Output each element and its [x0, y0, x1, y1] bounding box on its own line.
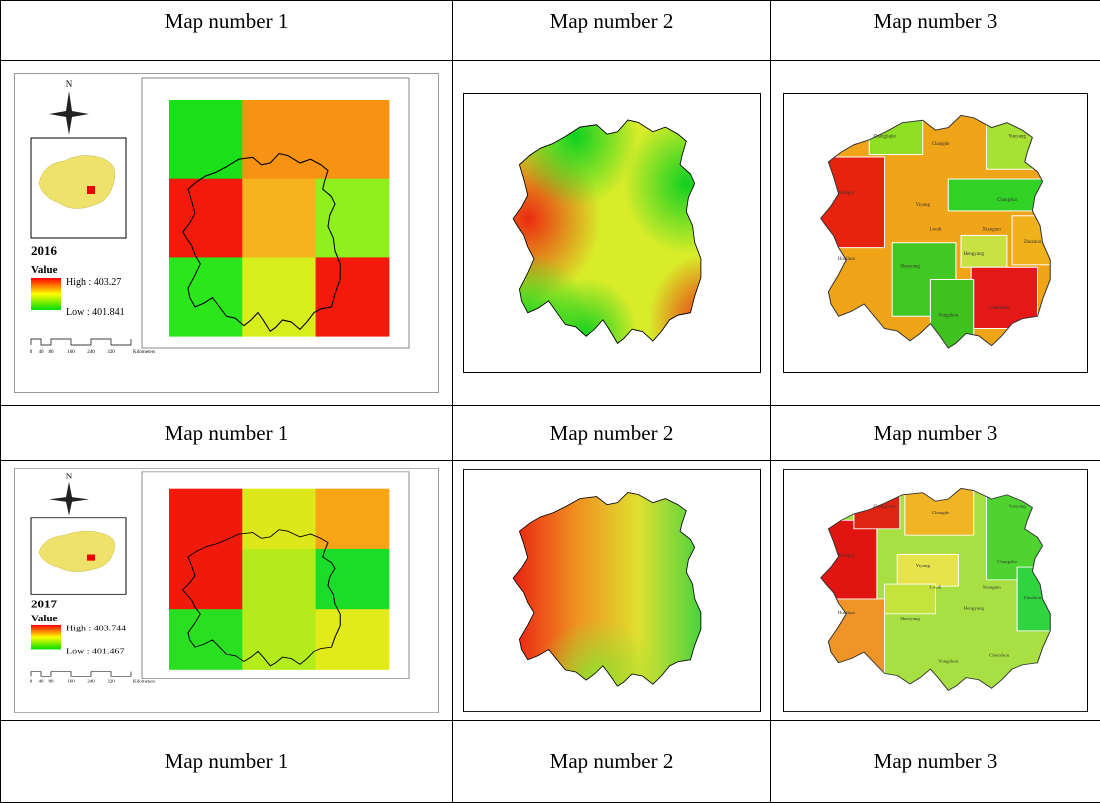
legend-low: Low : 401.841	[66, 307, 125, 318]
header-cell: Map number 3	[771, 1, 1100, 61]
legend-low: Low : 401.467	[66, 646, 125, 655]
image-cell	[453, 461, 771, 721]
place-label: Loudi	[930, 586, 943, 591]
map-image	[463, 93, 761, 373]
scale-label: 80	[49, 679, 55, 683]
place-label: Xiangtan	[982, 586, 1001, 591]
place-label: Yiyang	[916, 203, 931, 208]
scale-label: 160	[67, 350, 75, 355]
place-label: Yiyang	[916, 564, 931, 569]
legend-title: Value	[31, 264, 58, 276]
image-cell	[453, 61, 771, 406]
place-label: Zhangjiajie	[873, 134, 897, 139]
map-image	[463, 469, 761, 712]
place-label: Yongzhou	[938, 660, 959, 665]
grid-cell	[316, 100, 390, 179]
grid-cell	[169, 489, 243, 550]
grid-cell	[242, 549, 316, 610]
legend-title: Value	[31, 614, 58, 623]
legend-ramp	[31, 278, 61, 310]
hunan-inset	[87, 186, 95, 194]
place-label: Chenzhou	[989, 306, 1010, 311]
header-cell: Map number 2	[453, 1, 771, 61]
scale-label: 240	[87, 679, 95, 683]
legend-high: High : 403.744	[66, 623, 127, 632]
grid-cell	[316, 549, 390, 610]
region	[885, 584, 936, 614]
grid-cell	[316, 257, 390, 336]
grid-cell	[316, 609, 390, 670]
year-label: 2017	[31, 599, 57, 610]
place-label: Changde	[932, 511, 950, 516]
grid-cell	[242, 489, 316, 550]
place-label: Xiangxi	[838, 554, 855, 559]
place-label: Changde	[932, 142, 951, 147]
grid-cell	[169, 257, 243, 336]
place-label: Hengyang	[963, 252, 984, 257]
grid-cell	[316, 179, 390, 258]
grid-cell	[169, 179, 243, 258]
image-cell: Zhangjiajie Changde Yueyang Xiangxi Yiyang Ch…	[771, 61, 1100, 406]
place-label: Changsha	[997, 560, 1018, 565]
compass-label: N	[66, 79, 73, 89]
place-label: Hengyang	[963, 607, 984, 612]
map-image: Zhangjiajie Changde Yueyang Xiangxi Yiyang Ch…	[783, 93, 1088, 373]
caption-cell: Map number 3	[771, 721, 1100, 803]
place-label: Yongzhou	[938, 313, 959, 318]
caption-cell: Map number 2	[453, 721, 771, 803]
place-label: Shaoyang	[900, 617, 920, 622]
place-label: Zhangjiajie	[873, 505, 896, 510]
place-label: Xiangtan	[982, 228, 1001, 233]
place-label: Zhuzhou	[1024, 240, 1042, 245]
grid-cell	[169, 100, 243, 179]
map-table: Map number 1 Map number 2 Map number 3 N…	[0, 0, 1100, 803]
scale-label: Kilometers	[133, 350, 155, 355]
grid-cell	[242, 179, 316, 258]
place-label: Yueyang	[1008, 134, 1026, 139]
scale-label: 320	[107, 350, 115, 355]
scale-label: 240	[87, 350, 95, 355]
place-label: Chenzhou	[989, 654, 1010, 659]
caption-cell: Map number 1	[1, 406, 453, 461]
map-image: Zhangjiajie Changde Yueyang Xiangxi Yiyang Ch…	[783, 469, 1088, 712]
scale-label: 40	[39, 679, 45, 683]
legend-ramp	[31, 625, 61, 650]
place-label: Shaoyang	[900, 264, 920, 269]
place-label: Zhuzhou	[1024, 596, 1042, 601]
legend-high: High : 403.27	[66, 277, 121, 288]
grid-cell	[316, 489, 390, 550]
region	[897, 554, 958, 586]
scale-label: 320	[107, 679, 115, 683]
scale-label: 80	[49, 350, 55, 355]
place-label: Changsha	[997, 198, 1018, 203]
caption-cell: Map number 1	[1, 721, 453, 803]
caption-cell: Map number 2	[453, 406, 771, 461]
compass-label: N	[66, 473, 73, 481]
place-label: Yueyang	[1008, 505, 1026, 510]
place-label: Loudi	[930, 228, 943, 233]
header-cell: Map number 1	[1, 1, 453, 61]
place-label: Huaihua	[838, 611, 856, 616]
place-label: Huaihua	[838, 257, 856, 262]
image-cell: Zhangjiajie Changde Yueyang Xiangxi Yiyang Ch…	[771, 461, 1100, 721]
grid-cell	[169, 609, 243, 670]
year-label: 2016	[31, 243, 58, 258]
place-label: Xiangxi	[838, 191, 855, 196]
scale-label: 160	[67, 679, 75, 683]
scale-label: 40	[39, 350, 45, 355]
grid-cell	[169, 549, 243, 610]
caption-cell: Map number 3	[771, 406, 1100, 461]
grid-cell	[242, 100, 316, 179]
scale-label: Kilometers	[133, 679, 155, 683]
hunan-inset	[87, 555, 95, 561]
